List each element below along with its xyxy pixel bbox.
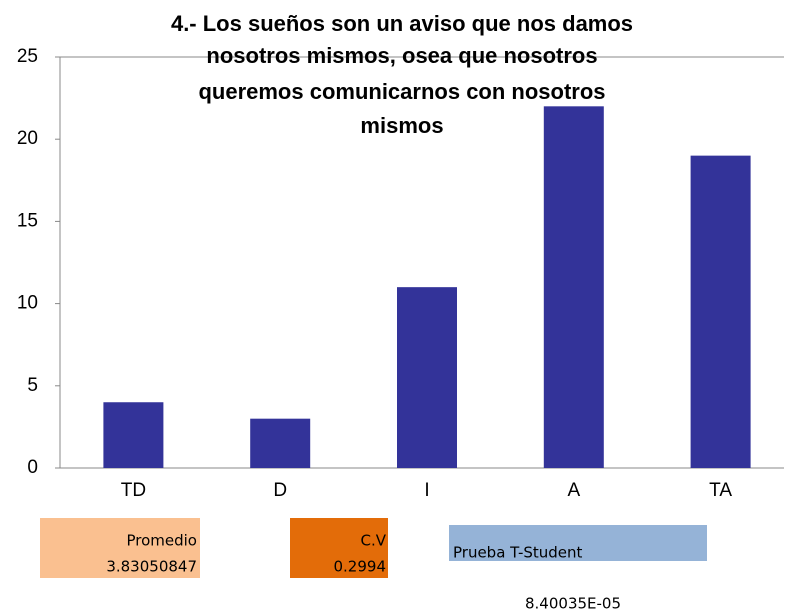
- cv-box: [290, 518, 388, 578]
- chart-title: queremos comunicarnos con nosotros: [198, 79, 605, 104]
- cv-label: C.V: [360, 532, 386, 550]
- y-tick-label: 20: [17, 128, 38, 149]
- chart-title: mismos: [360, 113, 443, 138]
- chart-title: 4.- Los sueños son un aviso que nos damo…: [171, 11, 633, 36]
- x-tick-label: TD: [121, 480, 146, 501]
- cv-value: 0.2994: [334, 558, 387, 576]
- bar: [103, 402, 164, 468]
- bar: [250, 418, 311, 468]
- ttest-label: Prueba T-Student: [453, 544, 583, 562]
- x-tick-label: TA: [709, 480, 732, 501]
- chart-title: nosotros mismos, osea que nosotros: [206, 43, 597, 68]
- bar: [543, 106, 604, 468]
- y-tick-label: 25: [17, 46, 38, 67]
- mean-box: [40, 518, 200, 578]
- x-tick-label: A: [567, 480, 580, 501]
- mean-label: Promedio: [126, 532, 197, 550]
- x-tick-label: D: [273, 480, 287, 501]
- y-tick-label: 5: [27, 375, 38, 396]
- ttest-value: 8.40035E-05: [525, 595, 621, 613]
- bar: [397, 287, 457, 468]
- y-tick-label: 0: [27, 457, 38, 478]
- ttest-box: [449, 525, 707, 561]
- y-tick-label: 15: [17, 210, 38, 231]
- x-tick-label: I: [424, 480, 429, 501]
- y-tick-label: 10: [17, 293, 38, 314]
- mean-value: 3.83050847: [106, 558, 197, 576]
- bar: [690, 155, 751, 468]
